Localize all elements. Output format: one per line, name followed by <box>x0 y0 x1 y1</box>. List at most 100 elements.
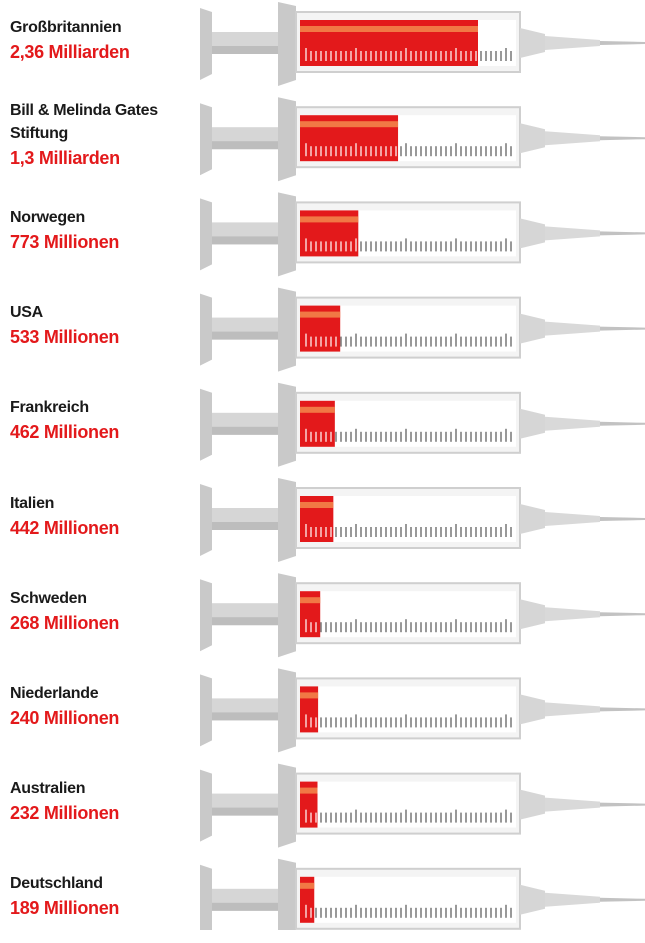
hub <box>545 607 600 621</box>
hub <box>545 131 600 145</box>
flange <box>278 668 296 752</box>
hub <box>545 798 600 812</box>
page: {"chart_data": {"type": "bar", "orientat… <box>0 0 645 930</box>
value-label: 232 Millionen <box>10 800 160 826</box>
plunger-cap <box>200 389 212 461</box>
value-label: 462 Millionen <box>10 419 160 445</box>
plunger-cap <box>200 198 212 270</box>
value-label: 2,36 Milliarden <box>10 39 160 65</box>
plunger-rod-shade <box>212 712 282 720</box>
value-label: 189 Millionen <box>10 895 160 921</box>
category-label: Norwegen <box>10 206 160 229</box>
tip <box>520 123 545 153</box>
category-label: USA <box>10 301 160 324</box>
value-label: 442 Millionen <box>10 515 160 541</box>
flange <box>278 764 296 848</box>
needle <box>600 517 645 521</box>
category-label: Australien <box>10 777 160 800</box>
plunger-cap <box>200 484 212 556</box>
value-label: 533 Millionen <box>10 324 160 350</box>
bar-highlight <box>300 312 340 318</box>
category-label: Deutschland <box>10 872 160 895</box>
plunger-rod-shade <box>212 903 282 911</box>
plunger-cap <box>200 579 212 651</box>
hub <box>545 512 600 526</box>
bar-highlight <box>300 216 358 222</box>
needle <box>600 41 645 45</box>
needle <box>600 327 645 331</box>
bar-highlight <box>300 597 320 603</box>
hub <box>545 322 600 336</box>
plunger-rod-shade <box>212 617 282 625</box>
tip <box>520 314 545 344</box>
plunger-cap <box>200 8 212 80</box>
value-label: 268 Millionen <box>10 610 160 636</box>
needle <box>600 422 645 426</box>
flange <box>278 97 296 181</box>
hub <box>545 893 600 907</box>
plunger-rod-shade <box>212 808 282 816</box>
plunger-cap <box>200 103 212 175</box>
tip <box>520 504 545 534</box>
category-label: Italien <box>10 492 160 515</box>
needle <box>600 898 645 902</box>
plunger-cap <box>200 674 212 746</box>
flange <box>278 288 296 372</box>
needle <box>600 707 645 711</box>
barrel-inner <box>300 591 516 637</box>
plunger-rod-shade <box>212 427 282 435</box>
plunger-cap <box>200 770 212 842</box>
category-label: Frankreich <box>10 396 160 419</box>
category-label: Großbritannien <box>10 16 160 39</box>
plunger-rod-shade <box>212 332 282 340</box>
bar-highlight <box>300 692 318 698</box>
flange <box>278 859 296 930</box>
tip <box>520 694 545 724</box>
needle <box>600 136 645 140</box>
hub <box>545 702 600 716</box>
tip <box>520 409 545 439</box>
category-label: Bill & Melinda Gates Stiftung <box>10 99 160 145</box>
bar-highlight <box>300 788 317 794</box>
chart: Großbritannien2,36 MilliardenBill & Meli… <box>0 0 645 930</box>
tip <box>520 28 545 58</box>
tip <box>520 599 545 629</box>
label-block: Niederlande240 Millionen <box>10 660 160 752</box>
bar-highlight <box>300 407 335 413</box>
needle <box>600 231 645 235</box>
bar-highlight <box>300 26 478 32</box>
label-block: Bill & Melinda Gates Stiftung1,3 Milliar… <box>10 89 160 181</box>
plunger-rod-shade <box>212 46 282 54</box>
hub <box>545 226 600 240</box>
needle <box>600 612 645 616</box>
flange <box>278 192 296 276</box>
bar-highlight <box>300 502 333 508</box>
flange <box>278 2 296 86</box>
barrel-inner <box>300 686 516 732</box>
tip <box>520 885 545 915</box>
plunger-rod-shade <box>212 141 282 149</box>
flange <box>278 573 296 657</box>
plunger-cap <box>200 294 212 366</box>
flange <box>278 383 296 467</box>
value-label: 1,3 Milliarden <box>10 145 160 171</box>
tip <box>520 218 545 248</box>
plunger-rod-shade <box>212 522 282 530</box>
needle <box>600 803 645 807</box>
hub <box>545 36 600 50</box>
value-label: 773 Millionen <box>10 229 160 255</box>
hub <box>545 417 600 431</box>
tip <box>520 790 545 820</box>
category-label: Schweden <box>10 587 160 610</box>
flange <box>278 478 296 562</box>
plunger-cap <box>200 865 212 930</box>
bar-highlight <box>300 883 314 889</box>
